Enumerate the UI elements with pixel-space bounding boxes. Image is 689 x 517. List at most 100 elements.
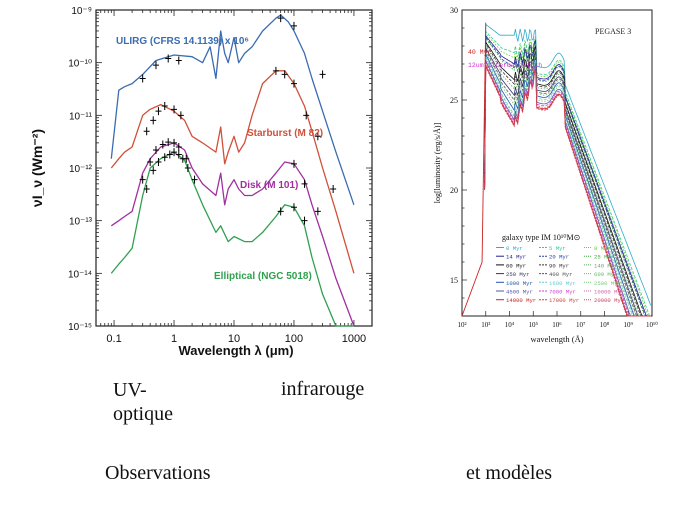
model-series-line	[484, 34, 651, 317]
observed-series-label: ULIRG (CFRS 14.1139) x 10⁶	[116, 36, 249, 47]
model-legend-label: 17000 Myr	[549, 297, 579, 304]
caption-infrared: infrarouge	[281, 378, 365, 400]
observed-data-point	[281, 70, 288, 79]
observed-y-tick-labels: 10⁻¹⁵ 10⁻¹⁴ 10⁻¹³ 10⁻¹² 10⁻¹¹ 10⁻¹⁰ 10⁻⁹	[68, 6, 93, 333]
x-tick-label: 10⁷	[576, 321, 586, 329]
observed-sed-chart: 10⁻¹⁵ 10⁻¹⁴ 10⁻¹³ 10⁻¹² 10⁻¹¹ 10⁻¹⁰ 10⁻⁹ 0.1 1 1…	[29, 6, 373, 358]
observed-series-label: Disk (M 101)	[240, 180, 298, 191]
model-series-line	[484, 42, 651, 317]
observed-data-point	[314, 132, 321, 141]
y-tick-label: 10⁻¹¹	[69, 111, 93, 122]
observed-data-point	[175, 150, 182, 159]
observed-data-point	[277, 207, 284, 216]
model-title: PEGASE 3	[595, 27, 631, 36]
observed-data-point	[301, 179, 308, 188]
model-series-group	[461, 22, 652, 317]
model-legend-label: 25 Myr	[594, 254, 614, 261]
observed-series-label: Starburst (M 82)	[247, 128, 323, 139]
model-legend-label: 60 Myr	[506, 262, 526, 269]
model-sed-chart: 15 20 25 30 10² 10³ 10⁴ 10⁵ 10⁶ 10⁷ 10⁸ 10⁹ 10¹⁰ PE…	[433, 6, 658, 344]
y-tick-label: 10⁻¹³	[69, 217, 93, 228]
observed-data-point	[166, 150, 173, 159]
observed-data-point	[303, 111, 310, 120]
observed-data-point	[290, 203, 297, 212]
observed-data-point	[184, 164, 191, 172]
model-legend-label: 2500 Myr	[594, 280, 621, 287]
caption-observations: Observations	[105, 462, 211, 484]
observed-data-point	[301, 216, 308, 225]
x-tick-label: 10	[228, 333, 240, 345]
observed-data-point	[161, 102, 168, 111]
model-series-line	[484, 57, 651, 317]
observed-data-point	[171, 148, 178, 157]
model-series-line	[484, 47, 651, 317]
model-series-line	[484, 60, 651, 317]
x-tick-label: 1000	[342, 333, 366, 345]
model-legend-label: 600 Myr	[594, 271, 618, 278]
observed-data-point	[143, 184, 150, 193]
caption-models: et modèles	[466, 462, 553, 484]
x-tick-label: 100	[285, 333, 303, 345]
observed-data-point	[171, 138, 178, 147]
observed-data-point	[175, 56, 182, 65]
model-series-line	[484, 66, 651, 317]
observed-series-label: Elliptical (NGC 5018)	[214, 271, 312, 282]
caption-uv-optical: UV- optique	[113, 379, 173, 425]
y-tick-label: 20	[450, 186, 458, 195]
observed-data-point	[290, 79, 297, 88]
y-tick-label: 10⁻¹²	[69, 164, 93, 175]
model-legend-label: 10000 Myr	[594, 289, 624, 296]
y-tick-label: 10⁻¹⁵	[68, 322, 92, 333]
observed-data-point	[152, 61, 159, 70]
x-tick-label: 10⁹	[624, 321, 634, 329]
model-legend-label: 0 Myr	[506, 245, 523, 252]
observed-data-point	[330, 184, 337, 193]
model-series-line	[484, 53, 651, 317]
observed-series-labels: ULIRG (CFRS 14.1139) x 10⁶ Starburst (M 8…	[116, 36, 323, 282]
model-legend-label: 250 Myr	[506, 271, 530, 278]
observed-series-line	[110, 70, 355, 274]
model-uv-edge-line	[461, 22, 487, 317]
observed-data-point	[290, 159, 297, 168]
observed-data-point	[143, 127, 150, 136]
model-legend-label: 20 Myr	[549, 254, 569, 261]
observed-plot-frame	[95, 9, 373, 327]
model-series-line	[484, 55, 651, 317]
model-series-line	[484, 32, 651, 317]
model-legend-label: 1000 Myr	[506, 280, 533, 287]
x-tick-label: 10¹⁰	[646, 321, 658, 329]
observed-series-line	[110, 142, 355, 327]
observed-data-point	[314, 207, 321, 216]
model-legend-label: 20000 Myr	[594, 297, 624, 304]
observed-series-line	[110, 151, 354, 327]
model-series-line	[484, 40, 651, 317]
x-tick-label: 0.1	[106, 333, 121, 345]
y-tick-label: 25	[450, 96, 458, 105]
observed-data-point	[161, 153, 168, 162]
model-series-line	[484, 36, 651, 317]
observed-data-point	[150, 166, 157, 175]
model-x-tick-labels: 10² 10³ 10⁴ 10⁵ 10⁶ 10⁷ 10⁸ 10⁹ 10¹⁰	[457, 321, 658, 329]
observed-data-points	[139, 14, 337, 225]
observed-x-axis-label: Wavelength λ (μm)	[178, 343, 293, 358]
observed-data-point	[171, 105, 178, 114]
observed-data-point	[191, 175, 198, 184]
observed-data-point	[155, 107, 162, 116]
model-legend-label: 7000 Myr	[549, 289, 576, 296]
observed-x-tick-labels: 0.1 1 10 100 1000	[106, 333, 366, 345]
model-legend-label: 1600 Myr	[549, 280, 576, 287]
model-legend-label: 14000 Myr	[506, 297, 536, 304]
x-tick-label: 10³	[481, 321, 490, 329]
observed-data-point	[150, 116, 157, 125]
y-tick-label: 10⁻¹⁰	[68, 59, 92, 70]
model-series-line	[484, 50, 651, 317]
x-tick-label: 10⁸	[600, 321, 610, 329]
observed-data-point	[290, 21, 297, 30]
model-series-line	[484, 44, 651, 317]
model-y-tick-labels: 15 20 25 30	[450, 6, 458, 285]
model-legend-title: galaxy type IM 10¹⁰M⊙	[502, 233, 580, 242]
observed-data-point	[179, 154, 186, 163]
observed-data-point	[277, 14, 284, 23]
model-annotation-age: 40 Myr	[468, 49, 492, 56]
